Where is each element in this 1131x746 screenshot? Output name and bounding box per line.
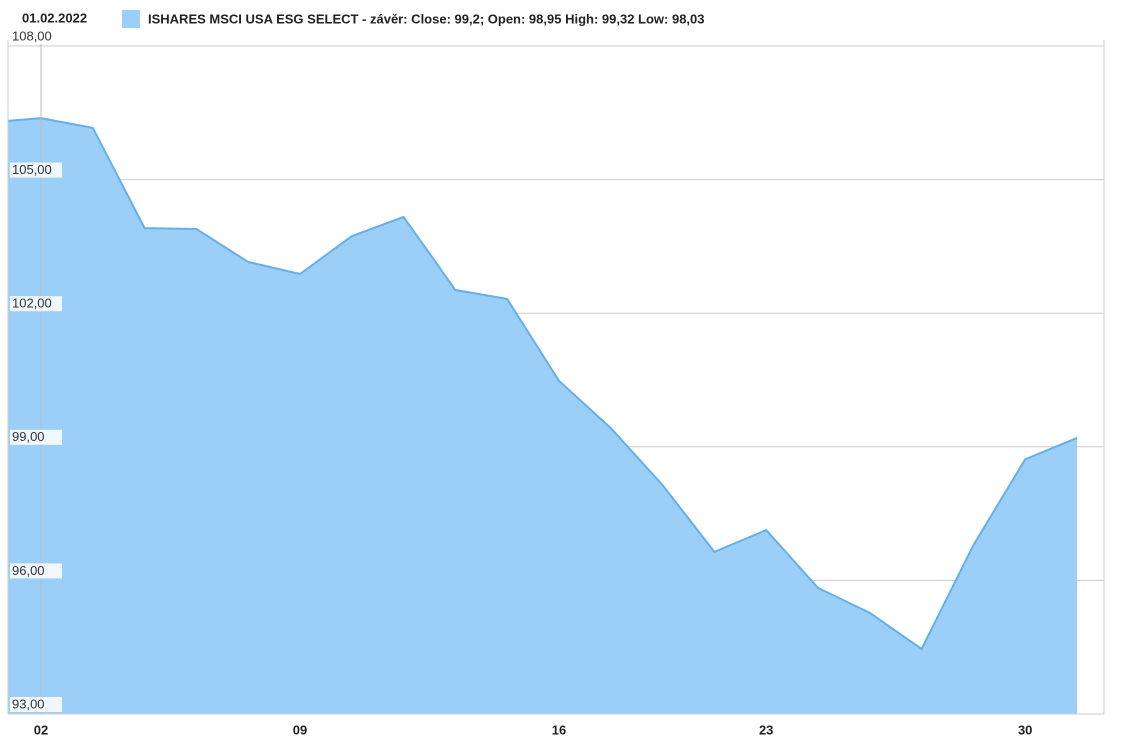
legend-label: ISHARES MSCI USA ESG SELECT - závěr: Clo…: [148, 11, 705, 26]
x-tick-label: 30: [1018, 722, 1032, 737]
y-tick-bg: [10, 563, 62, 579]
y-tick-bg: [10, 429, 62, 445]
legend-swatch: [122, 10, 140, 28]
y-tick-label: 96,00: [12, 563, 45, 578]
x-tick-label: 23: [759, 722, 773, 737]
y-tick-bg: [10, 697, 62, 712]
x-tick-label: 09: [293, 722, 307, 737]
y-tick-label: 99,00: [12, 429, 45, 444]
y-tick-bg: [10, 29, 62, 44]
y-tick-bg: [10, 162, 62, 178]
y-tick-label: 102,00: [12, 296, 52, 311]
line: [7, 117, 1078, 651]
x-tick-label: 16: [552, 722, 566, 737]
y-tick-bg: [10, 296, 62, 312]
x-tick-label: 02: [34, 722, 48, 737]
y-tick-label: 105,00: [12, 162, 52, 177]
y-tick-label: 93,00: [12, 696, 45, 711]
date-label: 01.02.2022: [22, 10, 87, 25]
y-tick-label: 108,00: [12, 28, 52, 43]
area: [8, 118, 1077, 715]
